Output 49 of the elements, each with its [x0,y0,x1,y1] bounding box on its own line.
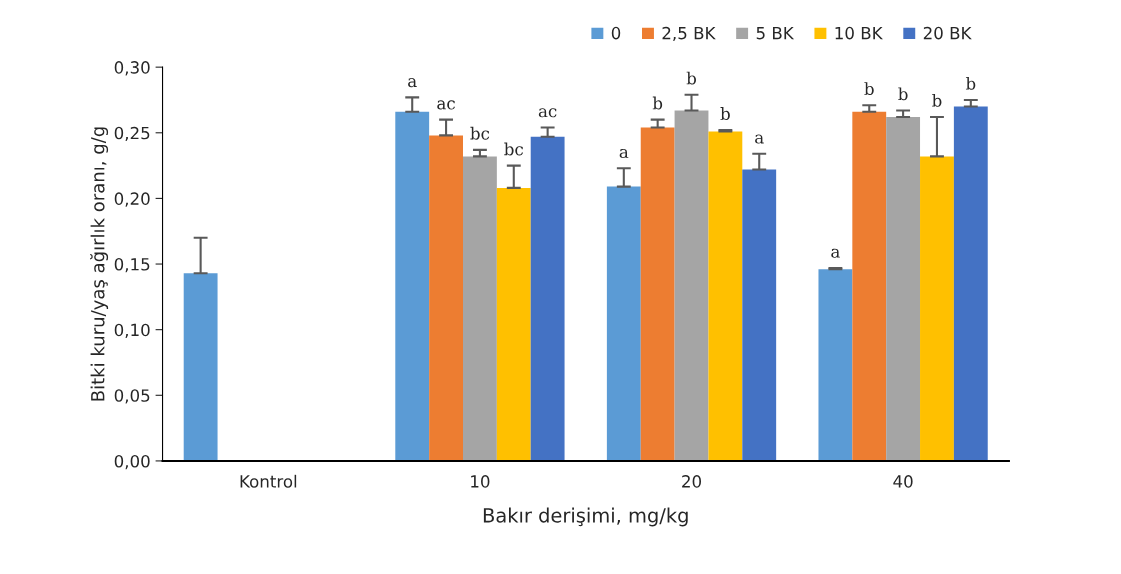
bar [886,117,921,461]
annotation: b [965,76,976,90]
x-tick-label: 10 [471,475,490,488]
x-tick-label: 40 [893,475,913,488]
annotation: a [619,148,629,159]
annotation: b [932,93,942,107]
bar [708,131,743,461]
bar [818,269,853,461]
legend-label: 20 BK [923,26,972,40]
bar [530,136,565,461]
annotation: a [408,78,417,88]
bar [496,187,531,461]
bar [953,106,988,461]
annotation: b [686,71,697,85]
y-tick-label: 0,00 [114,454,150,470]
bar [183,273,218,461]
legend-label: 2,5 BK [662,26,716,42]
bar [920,156,954,461]
bar [742,169,777,461]
bar [429,135,463,461]
y-tick-label: 0,05 [114,389,150,404]
y-axis-title: Bitki kuru/yaş ağırlık oranı, g/g [90,127,109,401]
annotation: ac [538,108,557,118]
annotation: ac [437,100,455,110]
bar [395,111,430,461]
annotation: a [755,134,764,144]
legend-label: 0 [611,26,621,40]
x-tick-label: 20 [682,475,702,488]
y-tick-label: 0,10 [114,323,150,338]
legend-label: 5 BK [756,26,795,40]
bar [674,110,709,461]
y-tick-label: 0,30 [114,61,150,76]
annotation: a [831,248,840,258]
y-tick-label: 0,15 [114,258,150,273]
bar [852,111,887,461]
bar [606,186,641,461]
annotation: b [898,87,908,101]
y-tick-label: 0,25 [114,126,150,142]
annotation: b [720,107,730,120]
x-tick-label: Kontrol [240,474,297,488]
annotation: bc [470,126,490,140]
annotation: b [864,82,874,96]
bar [640,127,675,461]
bar [463,156,497,461]
x-axis-title: Bakır derişimi, mg/kg [483,507,688,527]
legend-label: 10 BK [835,26,883,40]
y-tick-label: 0,20 [114,192,150,207]
annotation: b [652,96,663,110]
annotation: bc [504,142,524,156]
